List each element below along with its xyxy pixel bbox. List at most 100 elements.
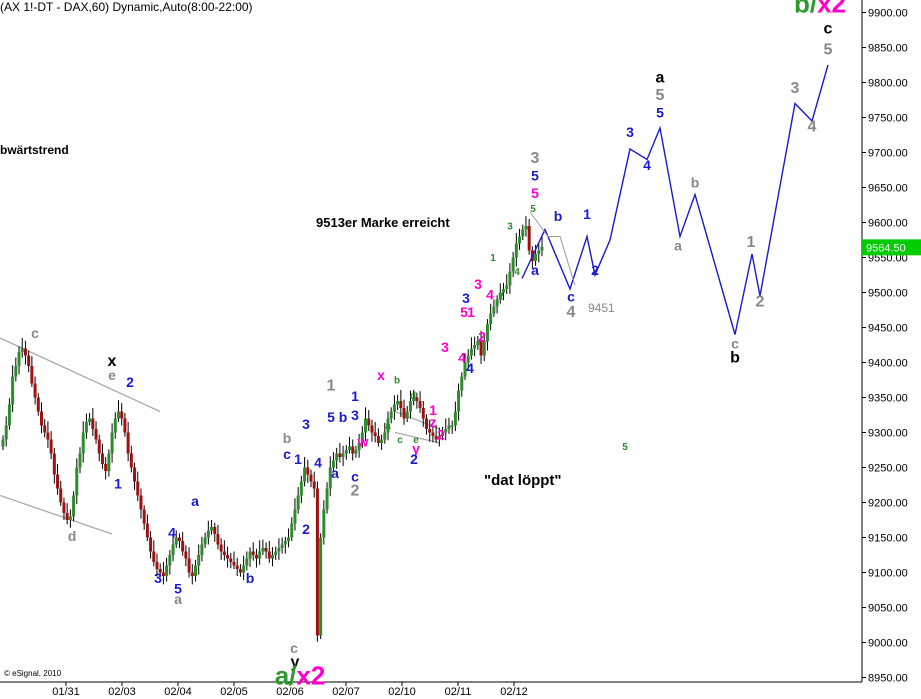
- candle-body-90: [290, 523, 294, 538]
- price-tick-label-9500: 9500.00: [868, 288, 908, 300]
- price-tick-label-9650: 9650.00: [868, 183, 908, 195]
- big-label-0-part-0: b: [794, 0, 810, 19]
- candle-body-102: [328, 467, 332, 489]
- candle-body-111: [357, 443, 361, 450]
- wave-projection: [521, 64, 829, 335]
- candle-body-156: [502, 289, 505, 293]
- wave-label-61: c: [567, 289, 575, 305]
- candle-body-142: [457, 390, 461, 412]
- date-tick-label-8: 02/12: [500, 686, 528, 698]
- candle-body-72: [232, 562, 236, 566]
- candle-body-66: [213, 527, 217, 534]
- candle-body-85: [274, 551, 278, 555]
- candle-body-133: [428, 429, 432, 433]
- candle-body-54: [174, 537, 178, 545]
- candle-body-123: [396, 401, 400, 405]
- wave-label-50: 2: [498, 292, 504, 303]
- wave-label-63: 5: [622, 442, 628, 453]
- candle-body-6: [20, 348, 24, 352]
- wave-label-78: c: [824, 21, 833, 38]
- candle-body-34: [110, 432, 114, 454]
- candle-body-29: [94, 429, 98, 440]
- candle-body-19: [62, 502, 66, 513]
- wave-label-19: 4: [314, 455, 322, 471]
- wave-label-49: 1: [490, 253, 496, 264]
- wave-label-70: b: [691, 175, 700, 191]
- wave-label-72: b: [730, 350, 740, 367]
- candle-body-108: [348, 446, 351, 450]
- candle-body-42: [136, 481, 140, 496]
- candle-body-98: [315, 488, 319, 636]
- candle-body-139: [447, 425, 451, 429]
- wave-label-29: x: [377, 367, 385, 383]
- candle-body-40: [129, 453, 133, 468]
- candle-body-78: [251, 551, 255, 555]
- wave-label-25: 3: [351, 407, 359, 423]
- big-label-1-part-2: x2: [296, 661, 325, 691]
- wave-label-35: y: [412, 441, 420, 457]
- candle-body-91: [293, 509, 297, 524]
- candle-body-12: [40, 411, 43, 426]
- candle-body-120: [386, 418, 390, 433]
- candle-body-1: [4, 425, 8, 440]
- wave-label-7: 4: [168, 525, 176, 541]
- candle-body-15: [49, 439, 53, 454]
- candle-body-39: [126, 432, 130, 454]
- price-tick-label-9350: 9350.00: [868, 393, 908, 405]
- big-label-0: b/x2: [794, 0, 846, 19]
- price-tick-label-9050: 9050.00: [868, 603, 908, 615]
- candle-body-99: [319, 537, 323, 636]
- date-axis: 01/31 02/03 02/04 02/05 02/06 02/07 02/10 02/11…: [0, 681, 862, 698]
- price-tick-label-9850: 9850.00: [868, 43, 908, 55]
- candle-body-77: [248, 551, 252, 559]
- candle-body-157: [505, 285, 509, 289]
- big-label-0-part-2: x2: [817, 0, 846, 19]
- chart-title: (AX 1!-DT - DAX,60) Dynamic,Auto(8:00-22…: [0, 0, 253, 14]
- candle-body-82: [264, 548, 268, 552]
- candle-body-155: [498, 292, 502, 300]
- loeppt-annotation: "dat löppt": [484, 472, 562, 489]
- candle-body-64: [206, 530, 210, 538]
- price-tick-label-9700: 9700.00: [868, 148, 908, 160]
- wave-label-39: 2: [410, 451, 418, 467]
- candle-body-134: [431, 432, 435, 436]
- candle-body-0: [1, 439, 5, 447]
- wave-label-40: 3: [441, 339, 449, 355]
- wave-label-58: b: [554, 208, 563, 224]
- price-tick-label-9250: 9250.00: [868, 463, 908, 475]
- candle-body-168: [540, 247, 544, 251]
- wave-label-44: 5: [460, 304, 468, 320]
- big-label-0-part-1: /: [810, 0, 817, 19]
- wave-label-30: b: [394, 376, 400, 387]
- candle-body-138: [444, 429, 448, 433]
- wave-label-43: 2: [478, 329, 486, 345]
- candle-body-71: [229, 558, 233, 562]
- candle-body-114: [367, 418, 371, 426]
- candle-body-132: [425, 418, 428, 429]
- candle-body-97: [312, 481, 316, 489]
- wave-label-36: z: [430, 414, 437, 430]
- candle-body-67: [216, 534, 220, 545]
- candle-body-121: [389, 411, 393, 419]
- wave-label-57: a: [531, 262, 539, 278]
- last-price-tag: [862, 239, 921, 256]
- candle-body-109: [351, 446, 355, 454]
- wave-label-75: 3: [791, 80, 800, 97]
- wave-label-68: 5: [656, 105, 664, 121]
- big-label-1: a/x2: [275, 661, 326, 691]
- price-tick-label-9400: 9400.00: [868, 358, 908, 370]
- candle-body-14: [46, 432, 50, 440]
- candle-body-26: [84, 422, 88, 433]
- candle-body-96: [309, 474, 313, 482]
- wave-label-3: 2: [126, 374, 134, 390]
- candle-body-141: [453, 411, 457, 426]
- candle-body-68: [219, 544, 223, 552]
- price-tick-label-9150: 9150.00: [868, 533, 908, 545]
- wave-label-23: b: [339, 409, 348, 425]
- candle-body-62: [200, 544, 204, 555]
- date-tick-label-3: 02/05: [220, 686, 248, 698]
- candle-body-117: [376, 436, 380, 443]
- wave-label-67: 5: [656, 87, 665, 104]
